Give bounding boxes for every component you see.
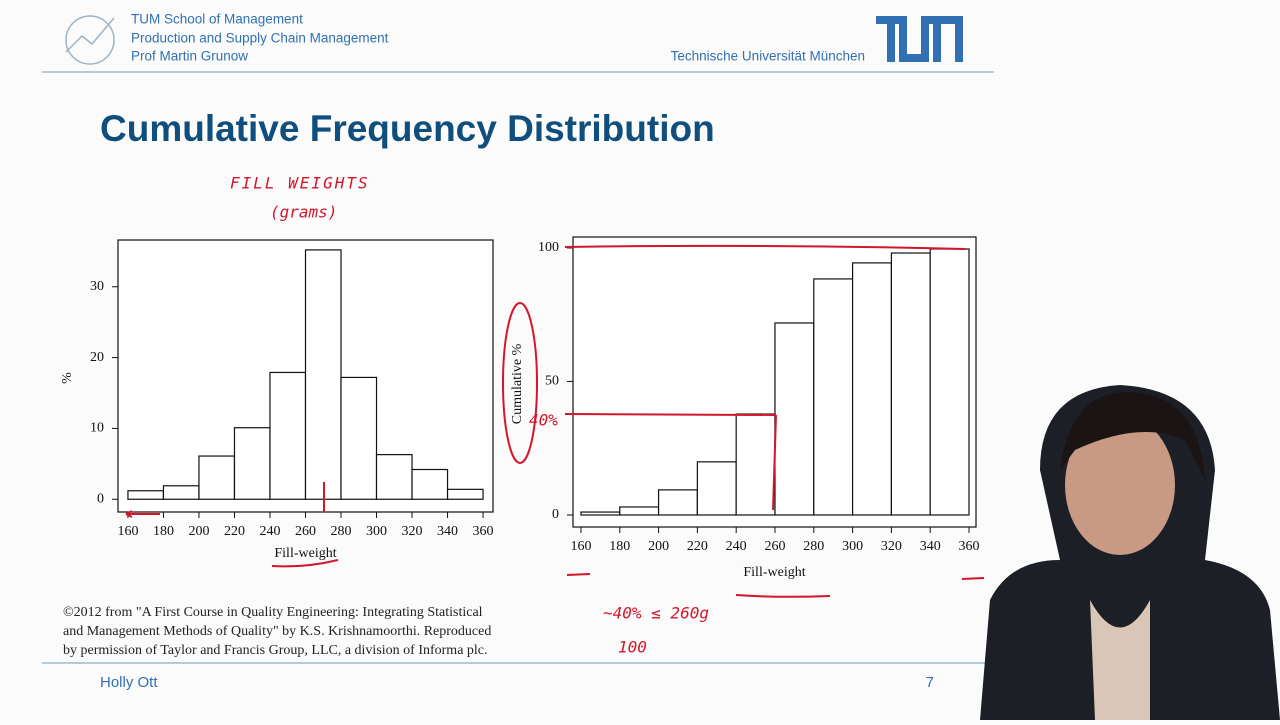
handwriting: 100 xyxy=(618,638,647,657)
y-tick-label: 20 xyxy=(90,350,104,365)
x-tick-label: 340 xyxy=(437,524,458,539)
x-tick-label: 280 xyxy=(803,539,824,554)
bar xyxy=(580,511,621,516)
x-axis-label: Fill-weight xyxy=(743,565,805,580)
bar xyxy=(340,376,378,500)
bar xyxy=(162,485,200,500)
tum-logo xyxy=(876,16,963,62)
x-tick-label: 280 xyxy=(331,524,352,539)
bar xyxy=(127,490,165,500)
handwriting: (grams) xyxy=(270,203,337,222)
handwriting: FILL WEIGHTS xyxy=(230,174,370,193)
y-axis-label: Cumulative % xyxy=(510,343,525,424)
bar xyxy=(269,371,307,500)
x-tick-label: 220 xyxy=(687,539,708,554)
x-tick-label: 240 xyxy=(259,524,280,539)
header-line: TUM School of Management xyxy=(131,12,303,27)
x-tick-label: 200 xyxy=(648,539,669,554)
x-tick-label: 300 xyxy=(366,524,387,539)
x-tick-label: 160 xyxy=(570,539,591,554)
university: Technische Universität München xyxy=(671,49,865,64)
header-line: Prof Martin Grunow xyxy=(131,49,248,64)
bar xyxy=(813,278,854,516)
citation: ©2012 from "A First Course in Quality En… xyxy=(63,605,483,620)
x-tick-label: 300 xyxy=(842,539,863,554)
bar xyxy=(619,506,660,516)
x-tick-label: 180 xyxy=(153,524,174,539)
y-tick-label: 0 xyxy=(97,491,104,506)
logo-mark xyxy=(65,15,115,65)
y-axis-label: % xyxy=(60,372,75,384)
bar xyxy=(929,248,970,516)
bar xyxy=(446,488,484,500)
x-tick-label: 320 xyxy=(402,524,423,539)
bar xyxy=(411,468,449,500)
x-tick-label: 160 xyxy=(117,524,138,539)
handwriting: 40% xyxy=(529,411,558,430)
hand-strokes xyxy=(125,244,985,598)
citation: and Management Methods of Quality" by K.… xyxy=(63,624,491,639)
bar xyxy=(851,262,893,516)
x-axis-label: Fill-weight xyxy=(274,546,336,561)
citation: by permission of Taylor and Francis Grou… xyxy=(63,643,488,658)
bar xyxy=(304,249,342,500)
slide-title: Cumulative Frequency Distribution xyxy=(100,108,715,149)
y-tick-label: 0 xyxy=(552,507,559,522)
y-tick-label: 10 xyxy=(90,421,104,436)
x-tick-label: 240 xyxy=(726,539,747,554)
bar xyxy=(657,489,698,516)
bar xyxy=(198,455,236,500)
x-tick-label: 340 xyxy=(920,539,941,554)
handwriting: ~40% ≤ 260g xyxy=(603,604,709,623)
x-tick-label: 360 xyxy=(959,539,980,554)
x-tick-label: 260 xyxy=(764,539,785,554)
y-tick-label: 30 xyxy=(90,279,104,294)
y-tick-label: 50 xyxy=(545,374,559,389)
bar xyxy=(890,252,931,516)
presenter-video xyxy=(980,385,1280,720)
x-tick-label: 320 xyxy=(881,539,902,554)
bar xyxy=(233,427,271,500)
bar xyxy=(774,322,815,516)
x-tick-label: 360 xyxy=(473,524,494,539)
header-line: Production and Supply Chain Management xyxy=(131,31,389,46)
y-tick-label: 100 xyxy=(538,240,559,255)
presenter: Holly Ott xyxy=(100,674,158,691)
bar xyxy=(696,461,737,516)
page-number: 7 xyxy=(926,674,934,691)
x-tick-label: 220 xyxy=(224,524,245,539)
bar xyxy=(735,413,776,516)
x-tick-label: 200 xyxy=(188,524,209,539)
x-tick-label: 260 xyxy=(295,524,316,539)
x-tick-label: 180 xyxy=(609,539,630,554)
bar xyxy=(375,454,413,500)
